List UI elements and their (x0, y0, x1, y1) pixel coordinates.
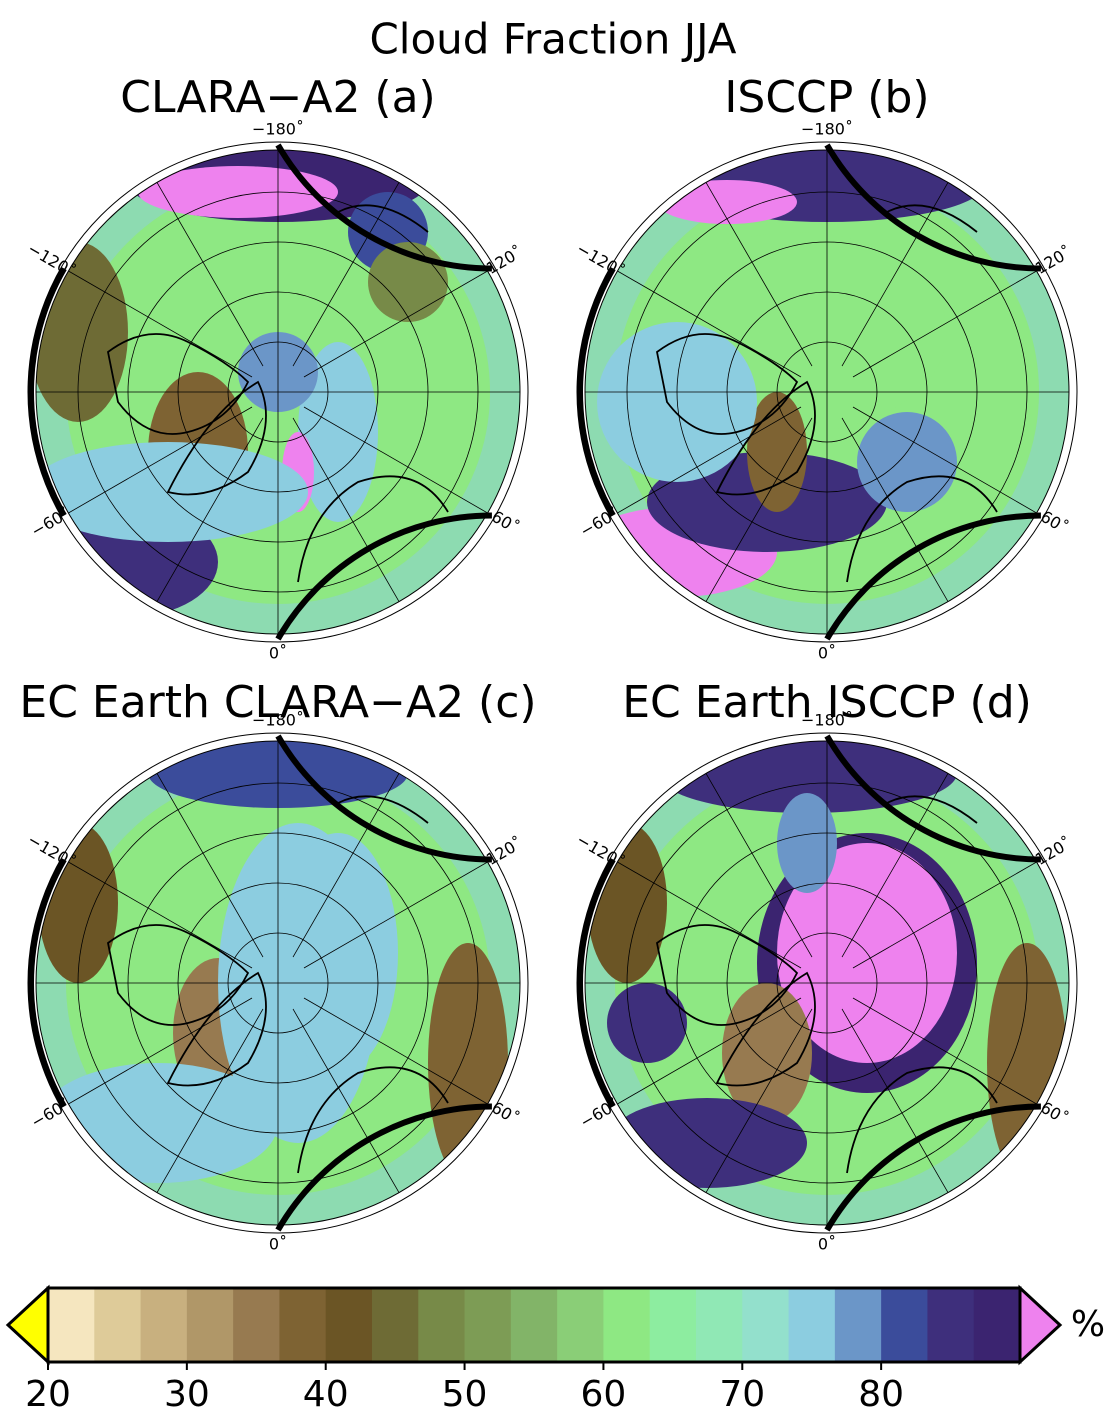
colorbar-tick-label: 30 (164, 1374, 210, 1415)
colorbar-bin (465, 1288, 512, 1362)
cloud-region (777, 793, 837, 893)
colorbar-tick-label: 60 (581, 1374, 627, 1415)
colorbar-bin (233, 1288, 280, 1362)
cloud-region (857, 412, 957, 512)
colorbar-bin (511, 1288, 558, 1362)
longitude-label: −120˚ (573, 239, 627, 281)
longitude-label: −180˚ (801, 711, 853, 730)
colorbar-tick-label: 40 (303, 1374, 349, 1415)
colorbar-bin (974, 1288, 1021, 1362)
longitude-label: −60˚ (28, 503, 74, 540)
figure-title: Cloud Fraction JJA (369, 15, 736, 64)
colorbar-tick-label: 50 (442, 1374, 488, 1415)
cloud-region (278, 833, 398, 1073)
colorbar-bin (742, 1288, 789, 1362)
panel-title: ISCCP (b) (724, 72, 929, 123)
longitude-label: 0˚ (269, 1235, 287, 1254)
longitude-label: 60˚ (488, 1098, 522, 1129)
map (36, 738, 520, 1225)
map (585, 733, 1069, 1225)
colorbar-bin (881, 1288, 928, 1362)
colorbar-bin (650, 1288, 697, 1362)
map (577, 142, 1069, 634)
panel-title: CLARA−A2 (a) (120, 72, 435, 123)
colorbar-bin (94, 1288, 141, 1362)
longitude-label: 0˚ (818, 644, 836, 663)
longitude-label: 120˚ (483, 242, 526, 278)
colorbar-tick-label: 70 (719, 1374, 765, 1415)
longitude-label: 120˚ (483, 833, 526, 869)
colorbar-bin (696, 1288, 743, 1362)
colorbar-bin (141, 1288, 188, 1362)
colorbar-bin (418, 1288, 465, 1362)
longitude-label: 60˚ (1037, 1098, 1071, 1129)
colorbar-bin (927, 1288, 974, 1362)
colorbar-tick-label: 80 (858, 1374, 904, 1415)
colorbar-bin (789, 1288, 836, 1362)
cloud-region (38, 1063, 278, 1183)
longitude-label: −120˚ (24, 830, 78, 872)
colorbar-bin (372, 1288, 419, 1362)
under-triangle (8, 1288, 48, 1362)
longitude-label: −180˚ (801, 120, 853, 139)
longitude-label: 60˚ (1037, 507, 1071, 538)
colorbar-bin (326, 1288, 373, 1362)
longitude-label: 120˚ (1032, 242, 1075, 278)
longitude-label: 0˚ (818, 1235, 836, 1254)
longitude-label: 120˚ (1032, 833, 1075, 869)
longitude-label: −180˚ (252, 711, 304, 730)
longitude-label: −120˚ (24, 239, 78, 281)
colorbar-bin (557, 1288, 604, 1362)
cloud-region (657, 180, 797, 224)
colorbar-bin (603, 1288, 650, 1362)
colorbar-bin (279, 1288, 326, 1362)
longitude-label: −180˚ (252, 120, 304, 139)
over-triangle (1020, 1288, 1060, 1362)
longitude-label: 60˚ (488, 507, 522, 538)
longitude-label: −60˚ (28, 1094, 74, 1131)
colorbar-bin (187, 1288, 234, 1362)
colorbar-unit: % (1071, 1304, 1105, 1345)
cloud-region (138, 166, 338, 218)
cloud-region (607, 983, 687, 1063)
cloud-region (428, 943, 508, 1183)
colorbar-bin (48, 1288, 95, 1362)
longitude-label: 0˚ (269, 644, 287, 663)
colorbar-tick-label: 20 (25, 1374, 71, 1415)
longitude-label: −120˚ (573, 830, 627, 872)
longitude-label: −60˚ (577, 1094, 623, 1131)
map (28, 142, 520, 634)
longitude-label: −60˚ (577, 503, 623, 540)
colorbar-bin (835, 1288, 882, 1362)
figure: Cloud Fraction JJA CLARA−A2 (a)−180˚120˚… (0, 0, 1107, 1420)
